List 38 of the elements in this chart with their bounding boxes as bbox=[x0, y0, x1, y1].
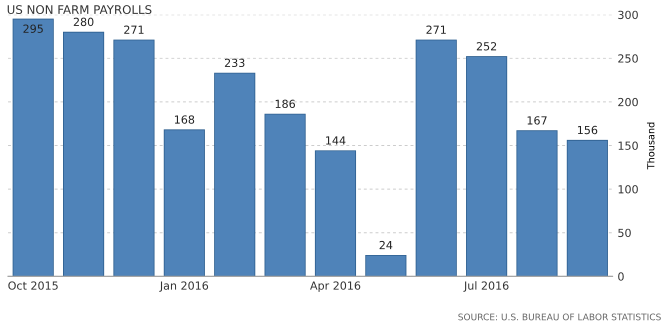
x-tick-label: Jul 2016 bbox=[463, 281, 509, 292]
data-label: 24 bbox=[380, 240, 392, 250]
bar bbox=[214, 72, 256, 276]
bar bbox=[164, 129, 205, 276]
bar bbox=[264, 114, 306, 276]
data-label: 271 bbox=[124, 26, 144, 34]
bar bbox=[113, 40, 155, 276]
x-tick-label: Jan 2016 bbox=[159, 281, 208, 292]
bar bbox=[365, 254, 406, 276]
data-label: 280 bbox=[74, 18, 94, 26]
bar bbox=[466, 56, 508, 276]
data-label: 144 bbox=[326, 136, 346, 145]
y-tick-label: 200 bbox=[618, 98, 638, 106]
data-label: 186 bbox=[276, 100, 295, 108]
data-label: 168 bbox=[174, 115, 194, 124]
y-axis-title: Thousand bbox=[646, 122, 654, 170]
bar bbox=[12, 18, 54, 276]
bar bbox=[566, 140, 608, 276]
bar bbox=[416, 40, 457, 276]
y-tick-label: 0 bbox=[618, 272, 624, 281]
source-note: SOURCE: U.S. BUREAU OF LABOR STATISTICS bbox=[458, 314, 661, 320]
data-label: 252 bbox=[476, 42, 496, 50]
data-label: 271 bbox=[426, 26, 446, 34]
y-tick-label: 50 bbox=[618, 228, 631, 238]
chart-title: US NON FARM PAYROLLS bbox=[8, 5, 152, 14]
data-label: 295 bbox=[23, 24, 43, 33]
bar bbox=[516, 130, 558, 276]
bar bbox=[63, 32, 104, 276]
data-label: 233 bbox=[224, 58, 244, 68]
x-tick-label: Oct 2015 bbox=[8, 281, 58, 290]
bar bbox=[314, 150, 356, 276]
y-tick-label: 250 bbox=[618, 54, 638, 63]
y-tick-label: 300 bbox=[618, 10, 638, 20]
x-tick-label: Apr 2016 bbox=[310, 281, 360, 292]
y-tick-label: 150 bbox=[618, 141, 638, 150]
data-label: 156 bbox=[578, 126, 598, 134]
data-label: 167 bbox=[528, 116, 547, 125]
y-tick-label: 100 bbox=[618, 185, 638, 194]
